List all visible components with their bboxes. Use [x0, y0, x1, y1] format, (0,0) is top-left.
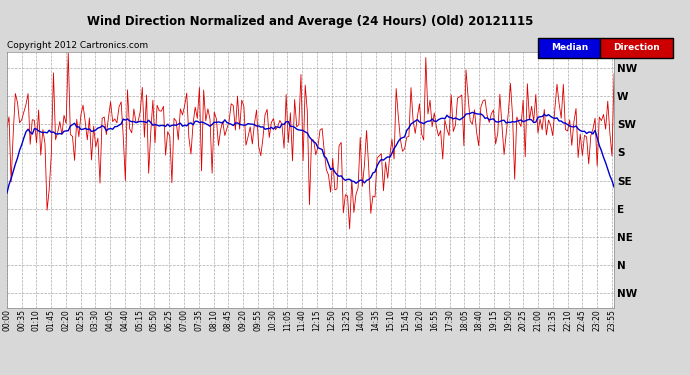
Text: Direction: Direction: [613, 44, 660, 52]
Text: Copyright 2012 Cartronics.com: Copyright 2012 Cartronics.com: [7, 41, 148, 50]
Text: Wind Direction Normalized and Average (24 Hours) (Old) 20121115: Wind Direction Normalized and Average (2…: [88, 15, 533, 28]
Text: Median: Median: [551, 44, 588, 52]
